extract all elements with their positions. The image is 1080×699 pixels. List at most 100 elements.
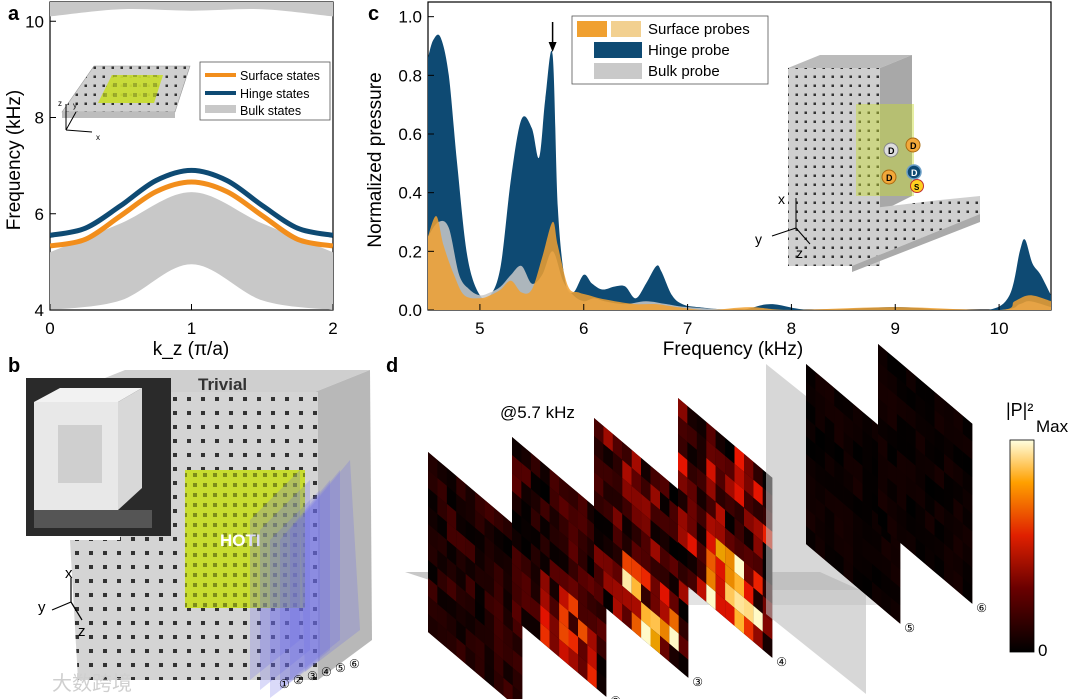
heatmap-cell xyxy=(878,344,888,370)
heatmap-cell xyxy=(622,513,632,540)
panel-a-ylabel: Frequency (kHz) xyxy=(4,90,25,230)
panel-a-ytick-label: 10 xyxy=(25,12,44,31)
heatmap-cell xyxy=(549,540,560,567)
heatmap-cell xyxy=(669,553,679,580)
heatmap-cell xyxy=(878,416,888,442)
heatmap-cell xyxy=(631,449,642,476)
heatmap-cell xyxy=(962,415,973,442)
heatmap-cell xyxy=(806,400,816,426)
heatmap-cell xyxy=(915,501,926,528)
heatmap-cell xyxy=(953,443,963,470)
heatmap-cell xyxy=(925,437,935,464)
panel-a-legend: Surface states Hinge states Bulk states xyxy=(199,61,331,121)
heatmap-cell xyxy=(512,437,522,463)
bulk-band-upper xyxy=(50,2,333,17)
heatmap-cell xyxy=(512,667,523,694)
heatmap-cell xyxy=(744,597,754,624)
heatmap-cell xyxy=(540,604,550,631)
heatmap-cell xyxy=(603,498,613,524)
heatmap-cell xyxy=(484,625,494,652)
heatmap-cell xyxy=(906,367,916,394)
panel-a-xtick-label: 2 xyxy=(328,319,337,338)
heatmap-cell xyxy=(725,599,735,626)
heatmap-cell xyxy=(494,597,504,624)
heatmap-cell xyxy=(669,589,679,616)
heatmap-cell xyxy=(559,602,569,629)
heatmap-cell xyxy=(953,461,963,488)
heatmap-cell xyxy=(734,535,744,562)
heatmap-cell xyxy=(503,587,513,614)
heatmap-cell xyxy=(578,528,588,555)
heatmap-cell xyxy=(494,669,504,696)
heatmap-cell xyxy=(706,475,716,502)
heatmap-cell xyxy=(906,457,916,484)
heatmap-cell xyxy=(669,571,679,598)
heatmap-cell xyxy=(530,543,541,569)
heatmap-cell xyxy=(475,545,485,572)
heatmap-cell xyxy=(862,465,872,492)
heatmap-cell xyxy=(696,413,707,440)
heatmap-cell xyxy=(594,562,604,588)
heatmap-cell xyxy=(687,496,697,522)
panel-c-legend: Surface probes Hinge probe Bulk probe xyxy=(571,15,769,85)
heatmap-cell xyxy=(678,524,688,550)
heatmap-cell xyxy=(549,468,560,495)
heatmap-cell xyxy=(925,491,935,518)
heatmap-cell xyxy=(834,387,844,414)
heatmap-cell xyxy=(944,453,954,480)
heatmap-cell xyxy=(549,504,560,531)
heatmap-cell xyxy=(503,533,513,560)
heatmap-cell xyxy=(446,522,457,548)
heatmap-cell xyxy=(734,499,744,526)
heatmap-cell xyxy=(660,545,670,572)
heatmap-cell xyxy=(660,599,670,626)
heatmap-cell xyxy=(744,579,754,606)
heatmap-cell xyxy=(512,631,523,658)
heatmap-cell xyxy=(503,659,513,686)
heatmap-cell xyxy=(521,499,531,525)
heatmap-cell xyxy=(934,409,944,436)
heatmap-cell xyxy=(540,514,550,541)
heatmap-cell xyxy=(806,472,816,498)
heatmap-cell xyxy=(934,463,944,490)
panel-a-inset-axis-y: y xyxy=(73,101,77,110)
panel-b-slice-5: ⑤ xyxy=(335,661,346,675)
heatmap-cell xyxy=(622,567,632,594)
heatmap-cell xyxy=(962,487,973,514)
heatmap-cell xyxy=(428,524,438,550)
heatmap-cell xyxy=(587,662,597,689)
heatmap-cell xyxy=(734,553,744,580)
heatmap-cell xyxy=(530,506,541,533)
panel-d-slice-label-6: ⑥ xyxy=(976,601,987,615)
heatmap-cell xyxy=(641,511,651,538)
heatmap-cell xyxy=(815,444,825,470)
series-surface-states xyxy=(50,179,333,249)
heatmap-cell xyxy=(696,431,707,458)
heatmap-cell xyxy=(734,481,744,508)
heatmap-cell xyxy=(650,591,660,618)
heatmap-cell xyxy=(843,413,854,440)
heatmap-cell xyxy=(962,433,973,460)
heatmap-cell xyxy=(437,532,447,558)
heatmap-cell xyxy=(631,503,642,530)
heatmap-cell xyxy=(568,574,578,601)
heatmap-cell xyxy=(878,452,888,478)
heatmap-cell xyxy=(734,589,744,616)
heatmap-cell xyxy=(678,470,688,496)
heatmap-cell xyxy=(503,551,513,578)
heatmap-cell xyxy=(725,563,735,590)
heatmap-cell xyxy=(896,413,907,440)
heatmap-cell xyxy=(465,519,476,546)
heatmap-cell xyxy=(475,491,485,518)
panel-c-inset-axis-y: y xyxy=(755,231,762,247)
heatmap-cell xyxy=(878,506,888,532)
heatmap-cell xyxy=(896,449,907,476)
heatmap-cell xyxy=(834,531,844,558)
heatmap-cell xyxy=(594,544,604,570)
panel-c-xtick-label: 5 xyxy=(475,319,484,338)
heatmap-cell xyxy=(521,607,531,633)
heatmap-cell xyxy=(559,476,569,503)
colorbar-min: 0 xyxy=(1038,641,1047,660)
series-hinge-states xyxy=(50,167,333,238)
heatmap-cell xyxy=(915,483,926,510)
